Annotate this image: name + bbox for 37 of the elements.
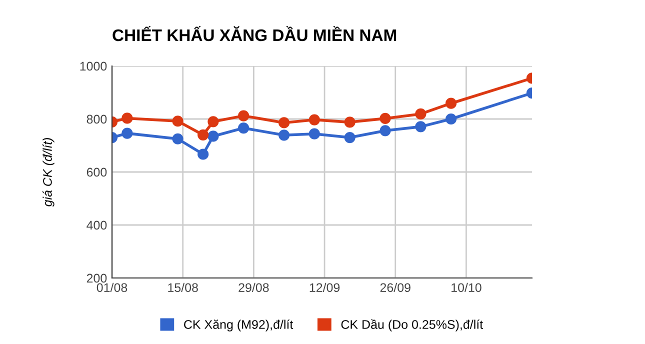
x-tick-label: 29/08 [238,282,269,292]
point [172,116,184,127]
point [445,113,457,125]
legend-label: CK Xăng (M92),đ/lít [184,320,294,332]
chart-title: CHIẾT KHẤU XĂNG DẦU MIỀN NAM [112,26,396,42]
legend-label: CK Dầu (Do 0.25%S),đ/lít [341,319,483,332]
point [380,112,391,124]
point [238,110,250,122]
point [198,148,209,160]
point [278,130,290,141]
y-tick-label: 200 [86,274,107,283]
point [380,125,391,136]
point [344,116,356,128]
point [208,130,219,142]
point [122,128,133,139]
point [278,117,290,128]
point [208,116,219,128]
y-tick-label: 1000 [80,62,107,71]
y-tick-label: 400 [86,220,107,230]
point [308,114,320,126]
x-tick-label: 26/09 [380,282,410,292]
point [238,122,250,134]
point [415,108,426,120]
point [415,121,426,132]
x-tick-label: 10/10 [452,282,482,292]
point [344,132,356,144]
x-tick-label: 15/08 [168,282,198,292]
x-tick-label: 01/08 [96,282,128,292]
y-axis-title: giá CK (đ/lít) [42,138,54,207]
y-tick-label: 800 [86,114,107,124]
point [308,128,320,140]
y-tick-label: 600 [86,168,107,177]
point [445,98,457,109]
x-tick-label: 12/09 [310,282,340,292]
point [172,133,184,144]
point [122,112,133,124]
point [198,129,209,140]
